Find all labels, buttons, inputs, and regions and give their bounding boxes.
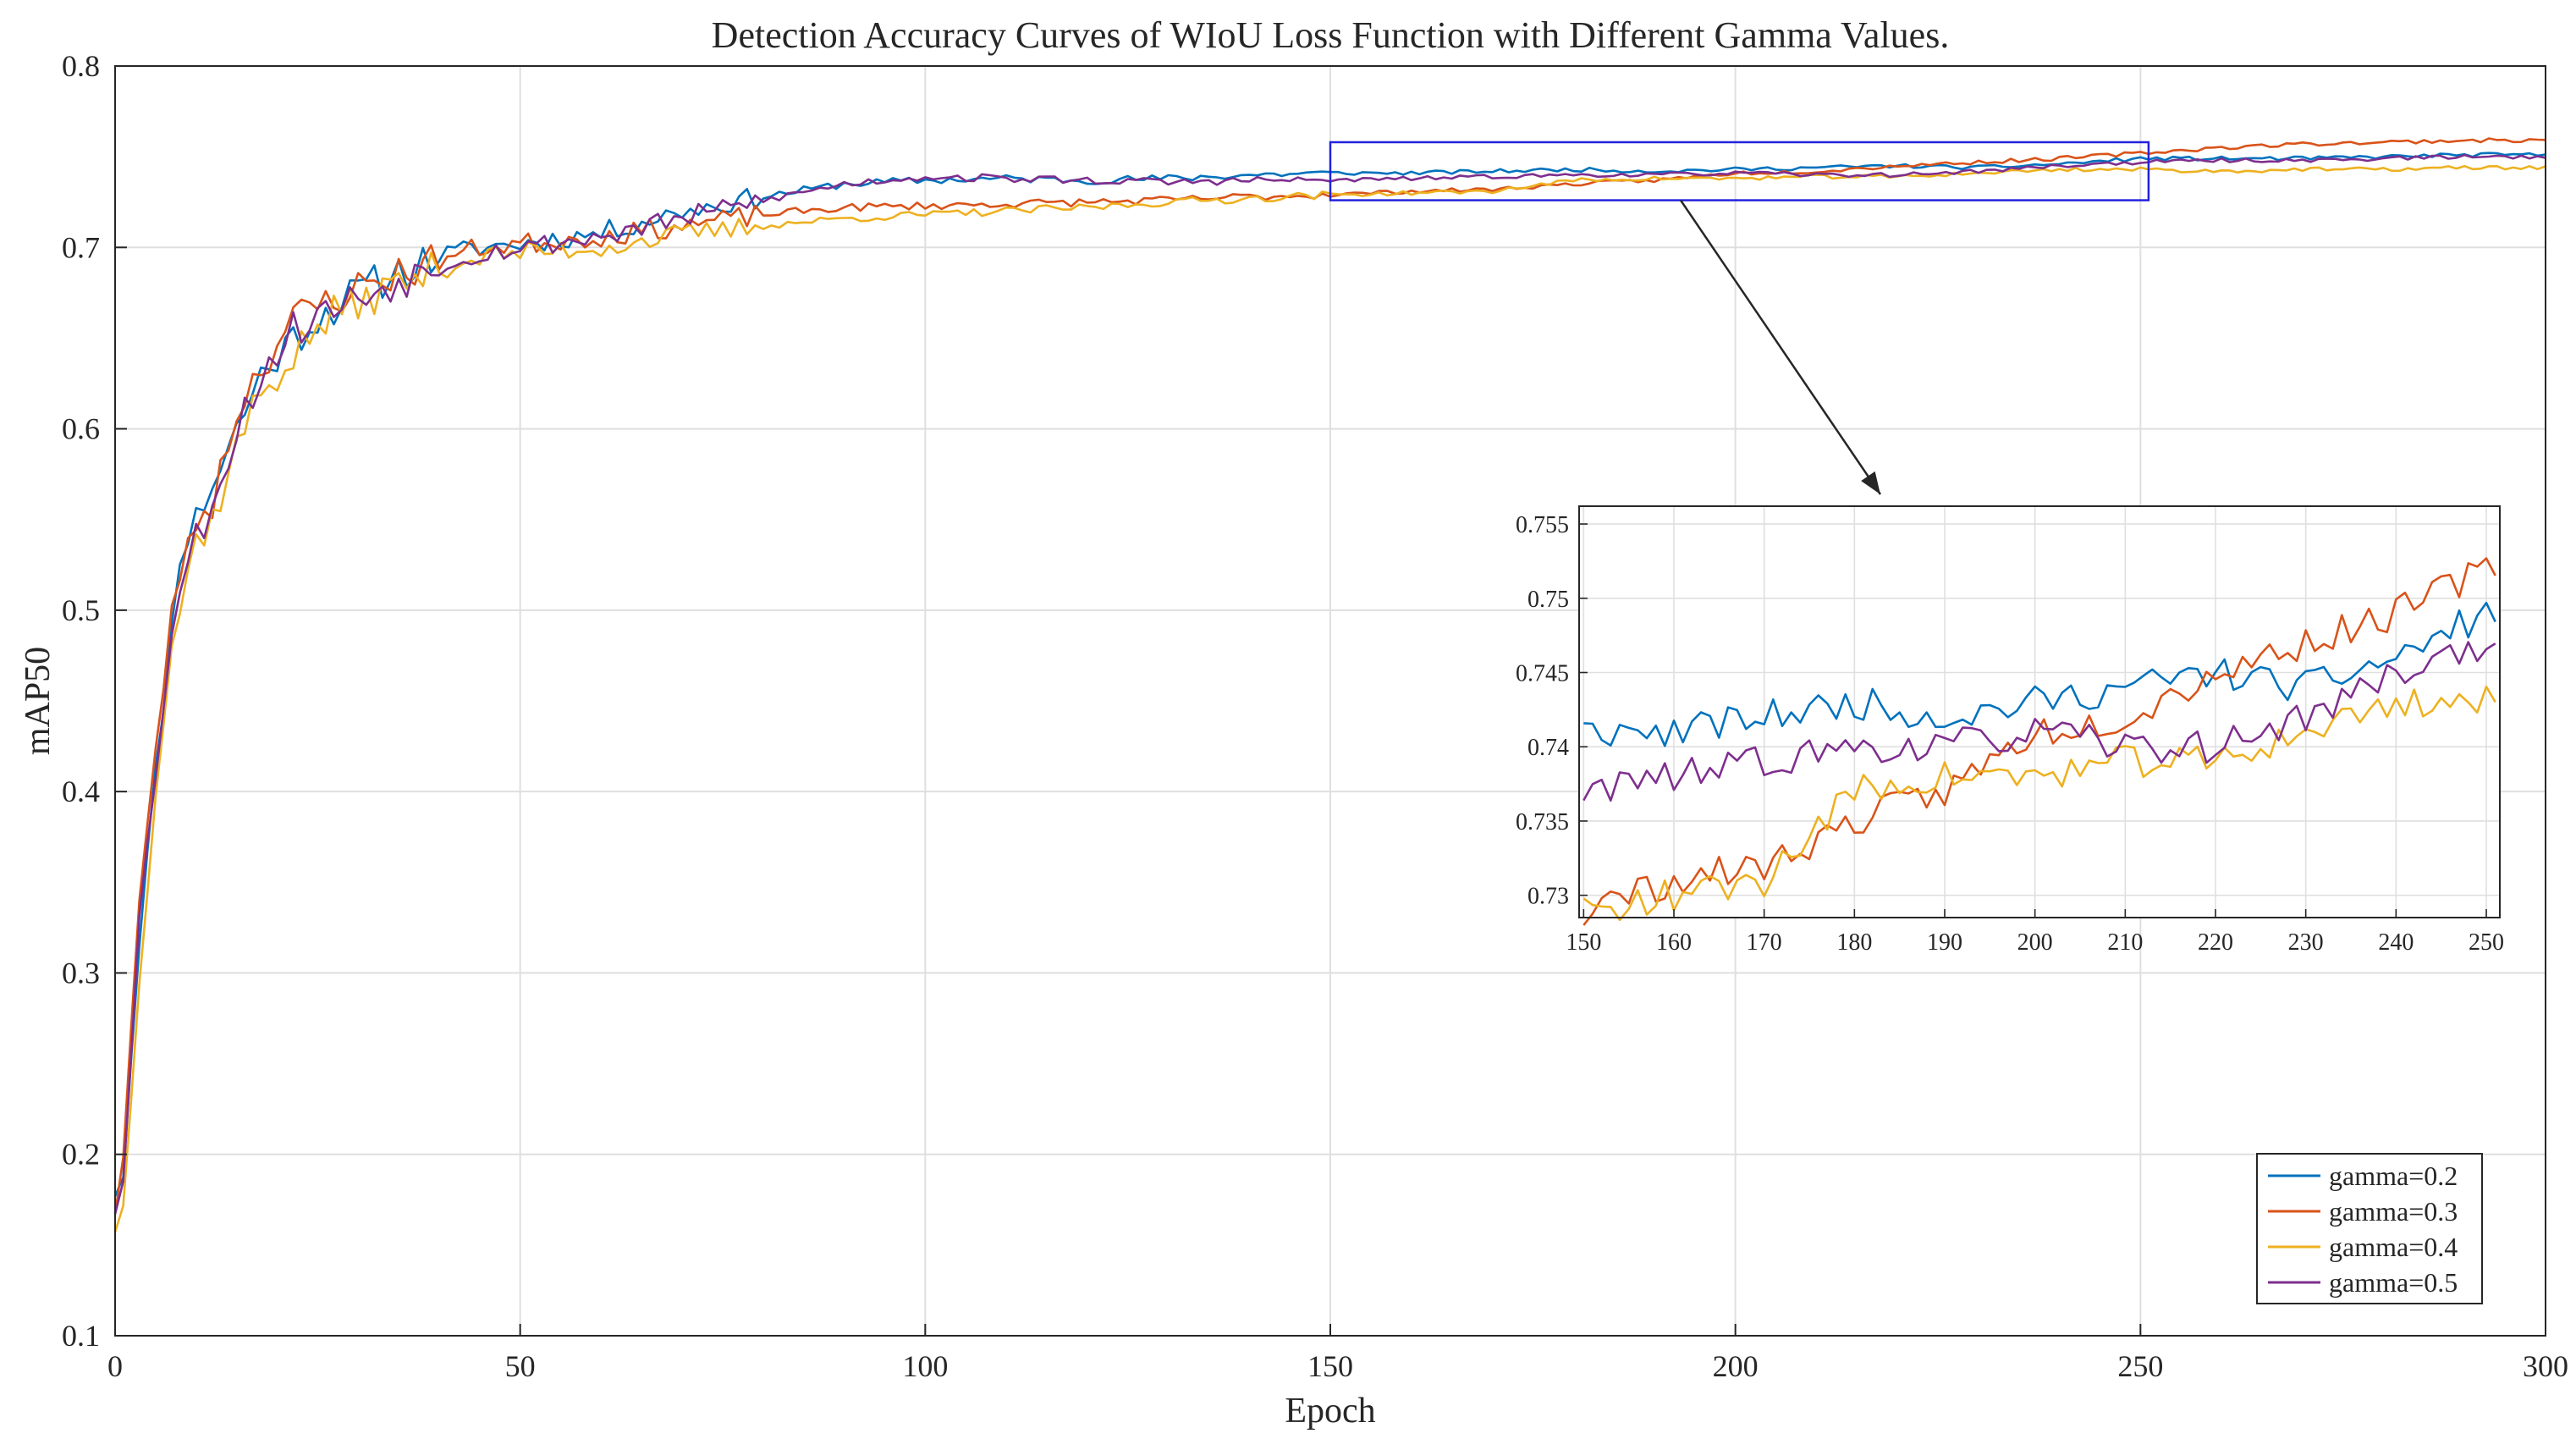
inset-axes: 150 160 170 180 190 200 210 220 230 240 250 0.73 0.7… (1516, 505, 2504, 956)
legend-label: gamma=0.2 (2329, 1161, 2458, 1191)
main-y-tick-label: 0.4 (62, 775, 100, 808)
inset-y-tick-label: 0.745 (1516, 661, 1569, 687)
main-y-tick-label: 0.2 (62, 1138, 100, 1172)
main-y-tick-label: 0.5 (62, 593, 100, 627)
inset-x-tick-label: 180 (1836, 929, 1872, 956)
main-x-tick-label: 150 (1307, 1349, 1353, 1383)
inset-x-tick-label: 170 (1747, 929, 1782, 956)
main-x-tick-label: 300 (2523, 1349, 2568, 1383)
inset-plot-area (1579, 506, 2500, 918)
y-axis-label: mAP50 (19, 647, 58, 755)
zoom-arrow-line (1679, 199, 1882, 495)
main-x-tick-label: 0 (107, 1349, 123, 1383)
inset-y-tick-label: 0.74 (1527, 735, 1569, 761)
inset-y-tick-label: 0.73 (1527, 884, 1569, 910)
inset-x-tick-label: 160 (1656, 929, 1692, 956)
inset-x-tick-label: 220 (2198, 929, 2233, 956)
inset-x-tick-label: 190 (1927, 929, 1962, 956)
inset-series-line-gamma-0-3 (1582, 557, 2496, 926)
inset-series-line-gamma-0-5 (1582, 641, 2496, 802)
chart-title: Detection Accuracy Curves of WIoU Loss F… (712, 14, 1950, 56)
inset-x-tick-label: 240 (2378, 929, 2414, 956)
legend-label: gamma=0.5 (2329, 1267, 2458, 1298)
inset-x-tick-label: 210 (2107, 929, 2143, 956)
inset-y-tick-label: 0.735 (1516, 809, 1569, 835)
x-axis-label: Epoch (1285, 1392, 1375, 1431)
main-y-tick-label: 0.6 (62, 412, 100, 446)
inset-series-group (1582, 557, 2496, 926)
zoom-region-box (1329, 141, 2150, 201)
legend-label: gamma=0.4 (2329, 1232, 2458, 1262)
inset-x-tick-label: 200 (2017, 929, 2053, 956)
legend-box (2256, 1153, 2483, 1304)
zoom-arrow-head (1861, 471, 1880, 494)
main-y-tick-label: 0.1 (62, 1319, 100, 1353)
inset-series-line-gamma-0-4 (1582, 685, 2496, 922)
main-ticks: 0 50 100 150 200 250 300 0.1 0.2 0.3 0.4 0.5 0.6 0.7 0… (62, 49, 2568, 1383)
main-x-tick-label: 200 (1713, 1349, 1759, 1383)
zoom-annotation (1329, 141, 2150, 495)
main-x-tick-label: 250 (2117, 1349, 2163, 1383)
inset-y-tick-label: 0.75 (1527, 587, 1569, 613)
legend-label: gamma=0.3 (2329, 1196, 2458, 1227)
inset-axes-frame (1578, 505, 2501, 918)
main-y-tick-label: 0.8 (62, 49, 100, 83)
main-x-tick-label: 50 (505, 1349, 536, 1383)
main-x-tick-label: 100 (902, 1349, 948, 1383)
inset-ticks: 150 160 170 180 190 200 210 220 230 240 250 0.73 0.7… (1516, 512, 2504, 956)
inset-series-line-gamma-0-2 (1583, 601, 2496, 747)
legend: gamma=0.2 gamma=0.3 gamma=0.4 gamma=0.5 (2256, 1153, 2483, 1304)
inset-x-tick-label: 150 (1566, 929, 1601, 956)
main-y-tick-label: 0.3 (62, 956, 100, 990)
inset-grid (1579, 506, 2500, 918)
inset-x-tick-label: 250 (2469, 929, 2504, 956)
main-y-tick-label: 0.7 (62, 230, 100, 264)
inset-y-tick-label: 0.755 (1516, 512, 1569, 538)
inset-x-tick-label: 230 (2288, 929, 2324, 956)
